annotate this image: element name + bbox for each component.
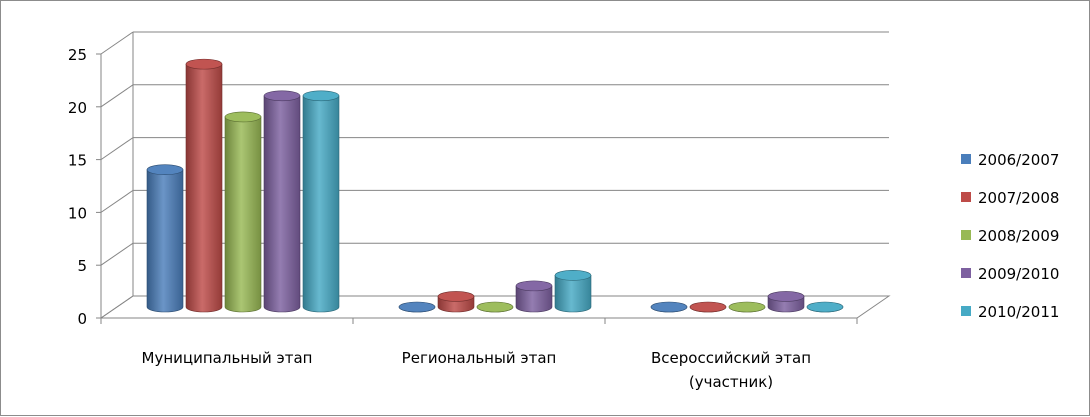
y-tick-label: 0 [77, 310, 87, 328]
bar-body [515, 285, 553, 313]
bar-top [437, 291, 475, 302]
bar-top [476, 301, 514, 313]
bar-top [689, 301, 727, 313]
legend-swatch [961, 230, 971, 240]
legend-swatch [961, 154, 971, 164]
legend-label: 2010/2011 [978, 303, 1059, 321]
legend-swatch [961, 306, 971, 316]
bar-top [554, 270, 592, 281]
gridline-side [100, 137, 134, 161]
legend: 2006/2007 2007/2008 2008/2009 2009/2010 2010… [961, 151, 1059, 321]
bar-top [263, 90, 301, 102]
bar [515, 280, 553, 313]
legend-label: 2006/2007 [978, 151, 1059, 169]
bar-top [302, 90, 340, 102]
bar [185, 58, 223, 313]
bar [554, 270, 592, 313]
bar-top [185, 58, 223, 70]
gridline-side [100, 189, 134, 213]
legend-label: 2007/2008 [978, 189, 1059, 207]
bar-body [302, 95, 340, 313]
bar-body [554, 275, 592, 313]
bar [224, 111, 262, 313]
bar-top [515, 280, 553, 292]
bar [398, 301, 436, 313]
gridline-side [100, 242, 134, 266]
bar-body [263, 95, 301, 313]
bar-top [767, 291, 805, 302]
y-tick-label: 25 [68, 46, 87, 64]
bars [146, 58, 844, 313]
bar-top [398, 301, 436, 313]
bar [806, 301, 844, 313]
bar-body [224, 116, 262, 313]
x-tick-label: Всероссийский этап [651, 349, 811, 367]
y-tick-label: 15 [68, 152, 87, 170]
x-tick-label: Региональный этап [402, 349, 557, 367]
gridline-side [100, 84, 134, 108]
legend-label: 2008/2009 [978, 227, 1059, 245]
legend-swatch [961, 268, 971, 278]
axis-labels: 0 5 10 15 20 25 Муниципальный этап Региональный… [68, 46, 811, 391]
bar [728, 301, 766, 313]
legend-swatch [961, 192, 971, 202]
bar [302, 90, 340, 313]
y-tick-label: 5 [77, 257, 87, 275]
bar [476, 301, 514, 313]
bar [263, 90, 301, 313]
x-tick-label: (участник) [689, 373, 773, 391]
bar [437, 291, 475, 313]
bar-top [224, 111, 262, 123]
gridline-side [100, 295, 134, 319]
bar-top [650, 301, 688, 313]
y-tick-label: 20 [68, 99, 87, 117]
axes [96, 32, 858, 324]
legend-label: 2009/2010 [978, 265, 1059, 283]
bar-top [806, 301, 844, 313]
bar [146, 164, 184, 313]
gridline-side [100, 31, 134, 55]
x-tick-label: Муниципальный этап [142, 349, 313, 367]
bar-top [146, 164, 184, 176]
bar-top [728, 301, 766, 313]
bar [689, 301, 727, 313]
y-tick-label: 10 [68, 204, 87, 222]
bar [650, 301, 688, 313]
bar-body [146, 169, 184, 313]
bar [767, 291, 805, 313]
bar-body [185, 63, 223, 313]
